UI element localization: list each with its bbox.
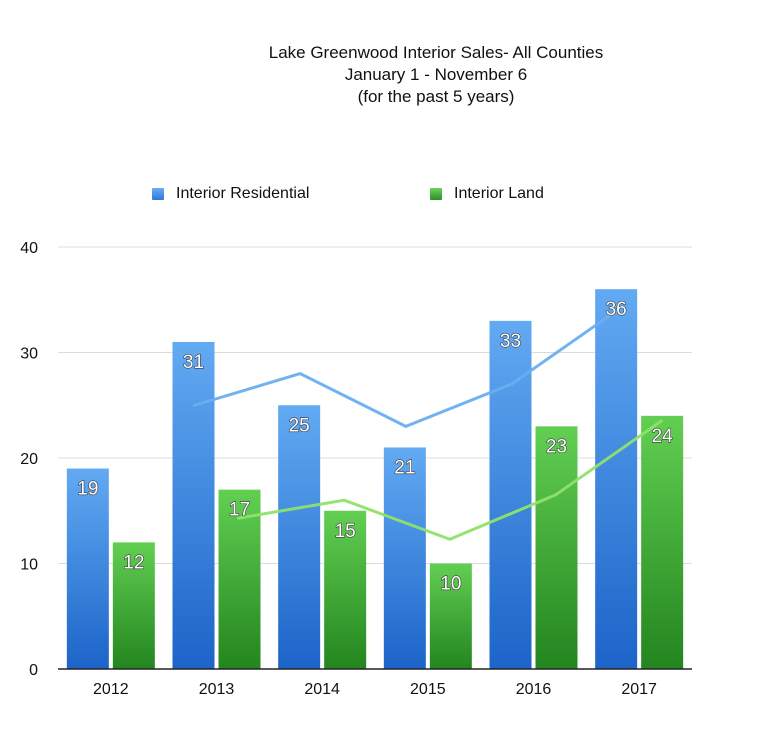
x-tick-label: 2016 xyxy=(516,681,552,698)
bar-residential-2015 xyxy=(383,447,426,669)
trendline-residential xyxy=(193,308,619,428)
data-label-land-2012: 12 xyxy=(123,552,144,573)
legend-swatch-land xyxy=(430,188,442,200)
data-label-residential-2012: 19 xyxy=(77,479,98,500)
bar-land-2012 xyxy=(112,542,155,669)
x-tick-label: 2014 xyxy=(304,681,340,698)
data-label-land-2015: 10 xyxy=(440,574,461,595)
x-tick-label: 2015 xyxy=(410,681,446,698)
y-tick-label: 0 xyxy=(29,662,38,679)
bar-residential-2012 xyxy=(66,468,109,669)
data-label-residential-2014: 25 xyxy=(289,415,310,436)
title-line-2: January 1 - November 6 xyxy=(344,65,528,84)
data-label-residential-2013: 31 xyxy=(183,352,204,373)
x-tick-label: 2013 xyxy=(199,681,235,698)
legend-item-residential: Interior Residential xyxy=(152,185,309,203)
bar-residential-2016 xyxy=(489,320,532,669)
bar-residential-2017 xyxy=(595,289,638,669)
data-label-land-2016: 23 xyxy=(546,436,567,457)
x-tick-label: 2012 xyxy=(93,681,129,698)
x-tick-label: 2017 xyxy=(621,681,657,698)
legend-item-land: Interior Land xyxy=(430,185,544,203)
title-line-3: (for the past 5 years) xyxy=(357,87,515,106)
bar-residential-2014 xyxy=(278,405,321,669)
bar-residential-2013 xyxy=(172,341,215,669)
bar-land-2016 xyxy=(535,426,578,669)
y-tick-label: 10 xyxy=(20,557,38,574)
data-label-residential-2015: 21 xyxy=(394,457,415,478)
bar-land-2017 xyxy=(641,415,684,669)
data-label-land-2013: 17 xyxy=(229,500,250,521)
chart-title: Lake Greenwood Interior Sales- All Count… xyxy=(0,42,768,108)
bar-land-2013 xyxy=(218,489,261,669)
y-tick-label: 30 xyxy=(20,346,38,363)
trendline-land xyxy=(237,419,663,541)
legend-swatch-residential xyxy=(152,188,164,200)
bar-land-2015 xyxy=(429,563,472,669)
data-label-land-2014: 15 xyxy=(335,521,356,542)
bar-land-2014 xyxy=(324,510,367,669)
legend-label-residential: Interior Residential xyxy=(176,185,310,202)
title-line-1: Lake Greenwood Interior Sales- All Count… xyxy=(268,43,604,62)
y-tick-label: 20 xyxy=(20,451,38,468)
data-label-land-2017: 24 xyxy=(652,426,674,447)
legend-label-land: Interior Land xyxy=(454,185,544,202)
y-tick-label: 40 xyxy=(20,240,38,257)
data-label-residential-2016: 33 xyxy=(500,331,521,352)
data-label-residential-2017: 36 xyxy=(606,299,627,320)
legend: Interior Residential Interior Land xyxy=(0,185,768,207)
